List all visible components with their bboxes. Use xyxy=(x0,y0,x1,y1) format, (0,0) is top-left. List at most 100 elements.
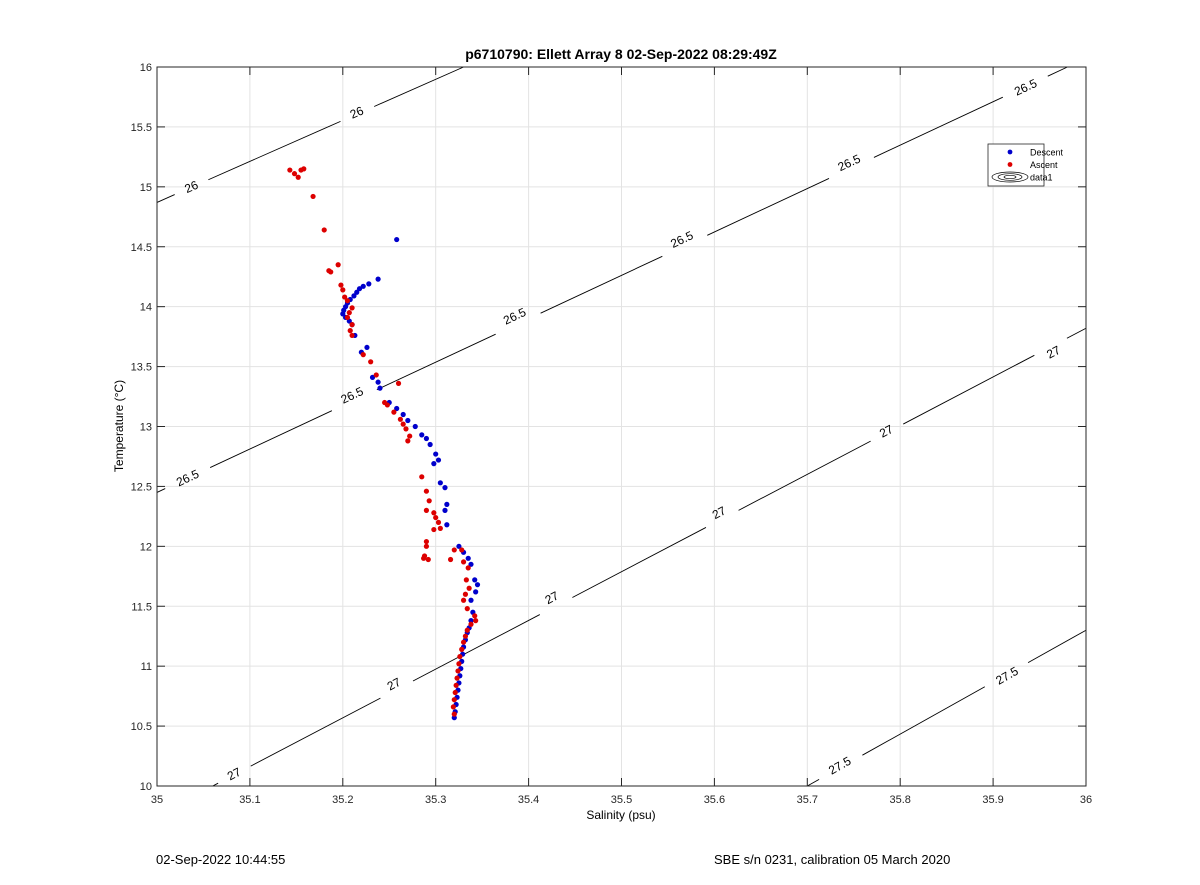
ascent-point xyxy=(360,352,366,358)
y-tick-label: 15 xyxy=(140,182,152,194)
isopycnal-label: 27 xyxy=(710,503,729,522)
axes: 35 35.1 35.2 35.3 35.4 35.5 35.6 35.7 35.8 35.9 36… xyxy=(131,62,1093,806)
ascent-point xyxy=(423,488,430,494)
isopycnal-line xyxy=(738,440,871,511)
legend: Descent Ascent data1 xyxy=(987,143,1064,187)
isopycnal-label: 26 xyxy=(348,103,366,121)
footer-instrument-info: SBE s/n 0231, calibration 05 March 2020 xyxy=(714,852,951,867)
ascent-point xyxy=(459,547,465,553)
x-tick-label: 35.4 xyxy=(518,794,539,806)
grid-layer xyxy=(156,66,1087,787)
descent-point xyxy=(354,289,360,295)
descent-point xyxy=(468,597,474,603)
isopycnal-line xyxy=(903,354,1035,425)
axes-box xyxy=(156,66,1087,787)
y-tick-label: 11.5 xyxy=(131,601,152,613)
isopycnal-line xyxy=(873,96,1004,158)
y-axis-label: Temperature (°C) xyxy=(112,380,126,472)
ascent-point xyxy=(346,310,352,316)
ascent-point xyxy=(462,633,469,639)
legend-label: Ascent xyxy=(1030,160,1058,170)
ascent-point xyxy=(462,591,469,597)
ascent-point xyxy=(447,556,454,563)
ascent-point xyxy=(460,559,467,565)
isopycnal-line xyxy=(1047,66,1068,77)
ascent-point xyxy=(451,711,457,717)
ascent-point xyxy=(460,597,467,603)
ascent-point xyxy=(326,268,332,274)
x-tick-label: 35.3 xyxy=(425,794,446,806)
descent-point xyxy=(405,417,411,424)
legend-label: Descent xyxy=(1030,148,1064,158)
isopycnal-line xyxy=(412,614,541,682)
ascent-point xyxy=(431,526,437,533)
descent-point xyxy=(394,236,400,243)
ascent-point xyxy=(342,294,348,300)
y-tick-label: 10.5 xyxy=(131,721,152,733)
x-tick-label: 35.9 xyxy=(982,794,1003,806)
ascent-point xyxy=(295,174,301,180)
ascent-point xyxy=(291,171,298,177)
isopycnal-line xyxy=(373,66,464,107)
ascent-point xyxy=(403,426,409,432)
isopycnal-line xyxy=(376,333,496,391)
isopycnal-line xyxy=(862,686,986,756)
y-tick-label: 13 xyxy=(140,422,152,434)
ascent-point xyxy=(465,565,471,571)
descent-point xyxy=(433,451,439,457)
descent-point xyxy=(351,293,357,299)
chart-title: p6710790: Ellett Array 8 02-Sep-2022 08:… xyxy=(465,46,777,62)
descent-point xyxy=(364,344,370,351)
descent-point xyxy=(375,276,381,282)
descent-point xyxy=(427,441,433,448)
descent-point xyxy=(400,411,406,418)
ascent-point xyxy=(468,621,474,627)
ascent-point xyxy=(287,167,293,173)
descent-point xyxy=(444,501,450,507)
descent-point xyxy=(456,543,462,549)
isopycnal-label: 27 xyxy=(543,588,562,607)
isopycnal-line xyxy=(540,255,663,314)
ascent-point xyxy=(349,305,355,311)
y-tick-label: 12 xyxy=(140,541,152,553)
legend-marker-descent xyxy=(1007,149,1013,155)
ascent-point xyxy=(344,314,351,321)
x-axis-label: Salinity (psu) xyxy=(586,808,655,822)
ascent-point xyxy=(464,606,470,612)
ascent-point xyxy=(349,322,355,328)
ascent-point xyxy=(423,543,430,549)
ascent-point xyxy=(340,287,346,293)
isopycnal-line xyxy=(807,779,820,787)
ascent-point xyxy=(425,556,431,563)
isopycnal-label: 27 xyxy=(385,675,404,694)
ascent-point xyxy=(338,282,344,288)
ascent-point xyxy=(421,555,427,561)
legend-label: data1 xyxy=(1030,173,1053,183)
descent-point xyxy=(474,582,481,588)
ascent-point xyxy=(456,661,462,667)
ascent-point xyxy=(473,618,479,624)
ascent-point xyxy=(426,498,432,504)
legend-contour-ring xyxy=(991,171,1029,183)
descent-point xyxy=(412,423,418,430)
y-tick-label: 13.5 xyxy=(131,362,152,374)
descent-point xyxy=(360,283,366,289)
descent-point xyxy=(437,480,443,486)
y-tick-label: 12.5 xyxy=(131,481,152,493)
ascent-point xyxy=(347,328,353,334)
ascent-point xyxy=(454,675,460,681)
ascent-point xyxy=(395,380,402,386)
isopycnal-line xyxy=(156,194,175,203)
isopycnal-label: 27 xyxy=(877,422,896,441)
isopycnal-line xyxy=(1066,327,1087,339)
descent-point xyxy=(366,281,372,287)
descent-point xyxy=(473,589,479,595)
descent-point xyxy=(468,561,474,567)
ascent-point xyxy=(310,193,316,200)
descent-point xyxy=(377,385,383,391)
ascent-point xyxy=(423,507,430,513)
descent-point xyxy=(472,577,478,583)
y-tick-label: 15.5 xyxy=(131,122,152,134)
isopycnal-line xyxy=(208,120,341,181)
footer-timestamp: 02-Sep-2022 10:44:55 xyxy=(156,852,286,867)
